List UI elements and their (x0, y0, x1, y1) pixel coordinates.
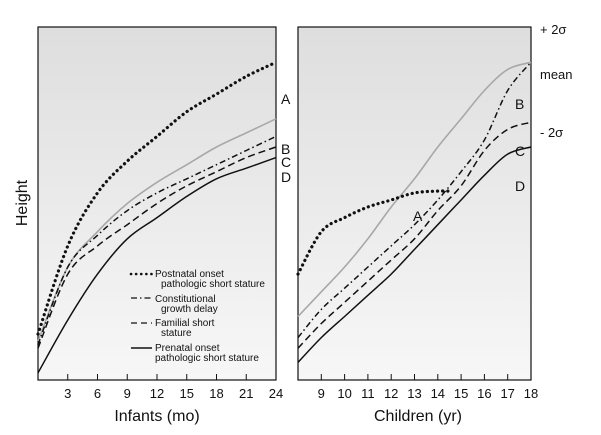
curve-constitutional-growth-delay (297, 61, 532, 339)
y-axis-title: Height (14, 179, 31, 226)
x-tick-label: 17 (500, 386, 514, 401)
curve-label-c: C (515, 143, 525, 159)
curve-postnatal-onset-pathologic-short-stature (36, 60, 278, 336)
sd-label-plus-2: + 2σ (540, 22, 566, 37)
x-tick-label: 15 (180, 386, 194, 401)
x-tick-label: 9 (318, 386, 325, 401)
right-x-axis-title: Children (yr) (374, 408, 462, 425)
curve-prenatal-onset-pathologic-short-stature (297, 146, 532, 363)
x-tick-label: 18 (524, 386, 538, 401)
curve-label-a: A (413, 208, 423, 224)
curve-label-d: D (515, 178, 525, 194)
x-tick-label: 12 (384, 386, 398, 401)
x-tick-label: 12 (150, 386, 164, 401)
legend-label-postnatal: Postnatal onset pathologic short stature (155, 269, 265, 290)
curve-label-c: C (281, 154, 291, 170)
curve-postnatal-onset-pathologic-short-stature (296, 189, 454, 276)
curve-label-d: D (281, 169, 291, 185)
curve-constitutional-growth-delay (37, 135, 277, 345)
x-tick-label: 16 (477, 386, 491, 401)
curve-familial-short-stature (37, 146, 277, 349)
left-x-axis-title: Infants (mo) (114, 408, 199, 425)
curve-familial-short-stature (297, 121, 532, 349)
legend-label-familial: Familial short stature (155, 318, 217, 339)
x-tick-label: 9 (124, 386, 131, 401)
curve-normal-mean (37, 118, 277, 342)
x-tick-label: 21 (239, 386, 253, 401)
x-tick-label: 3 (64, 386, 71, 401)
curve-label-a: A (281, 91, 291, 107)
curve-label-b: B (281, 141, 290, 157)
legend: Postnatal onset pathologic short stature… (129, 269, 265, 364)
x-tick-label: 13 (407, 386, 421, 401)
curve-normal-mean (297, 61, 532, 318)
x-tick-label: 15 (454, 386, 468, 401)
sd-label-minus-2: - 2σ (540, 125, 563, 140)
right-panel-frame (297, 26, 532, 381)
sd-label-mean: mean (540, 67, 573, 82)
x-tick-label: 18 (209, 386, 223, 401)
curve-label-b: B (515, 96, 524, 112)
curve-prenatal-onset-pathologic-short-stature (37, 156, 277, 374)
x-tick-label: 24 (269, 386, 283, 401)
x-tick-label: 11 (361, 386, 375, 401)
x-tick-label: 6 (94, 386, 101, 401)
legend-label-constitutional: Constitutional growth delay (155, 294, 218, 315)
x-tick-label: 10 (337, 386, 351, 401)
left-panel-frame (37, 26, 277, 381)
legend-label-prenatal: Prenatal onset pathologic short stature (155, 343, 259, 364)
x-tick-label: 14 (431, 386, 445, 401)
